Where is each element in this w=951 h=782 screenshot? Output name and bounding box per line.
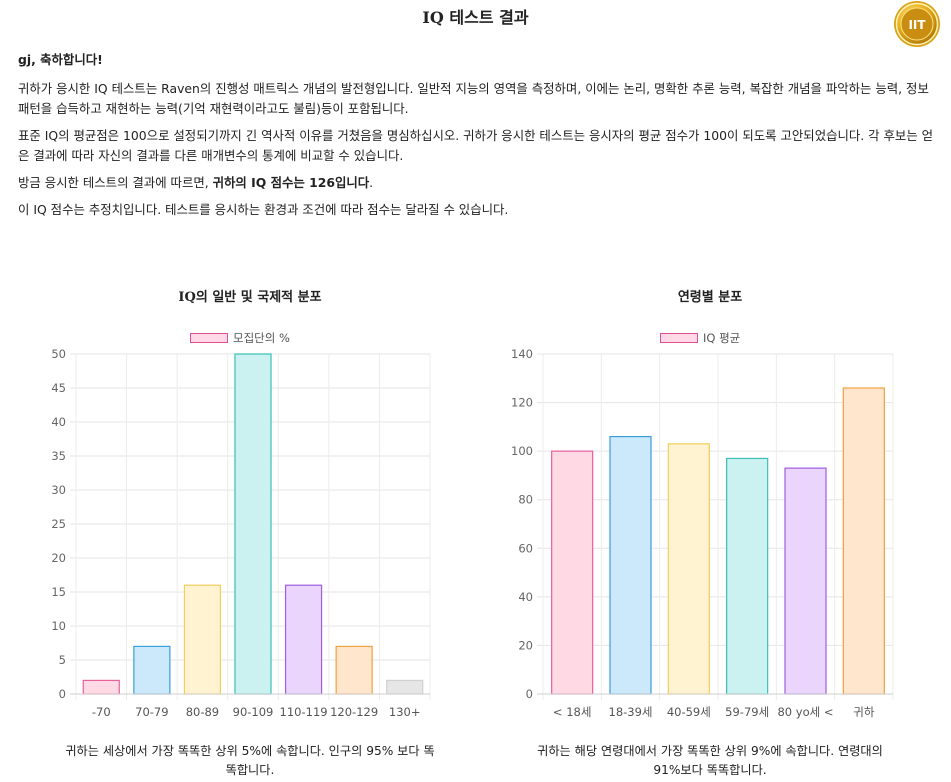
y-tick-label: 35: [51, 449, 66, 463]
result-text: gj, 축하합니다! 귀하가 응시한 IQ 테스트는 Raven의 진행성 매트…: [18, 50, 938, 227]
x-tick-label: -70: [92, 705, 111, 719]
y-tick-label: 0: [59, 687, 66, 701]
x-tick-label: 59-79세: [725, 705, 769, 719]
x-tick-label: 18-39세: [609, 705, 653, 719]
iit-badge-icon: IIT: [894, 1, 940, 47]
bar-90-109: [234, 353, 272, 695]
y-tick-label: 0: [526, 687, 533, 701]
age-caption: 귀하는 해당 연령대에서 가장 똑똑한 상위 9%에 속합니다. 연령대의 91…: [537, 744, 883, 777]
y-tick-label: 140: [511, 347, 533, 361]
bar-80 yo세 <: [784, 467, 827, 695]
intro-paragraph-2: 표준 IQ의 평균점은 100으로 설정되기까지 긴 역사적 이유를 거쳤음을 …: [18, 128, 934, 163]
distribution-chart: 0 5 10 15 20 25 30 35 40 45 50 -70 70-79 80-89 90-109 1…: [51, 347, 431, 719]
y-tick-label: 120: [511, 396, 533, 410]
intro-paragraph-1: 귀하가 응시한 IQ 테스트는 Raven의 진행성 매트릭스 개념의 발전형입…: [18, 81, 929, 116]
score-value: 귀하의 IQ 점수는 126입니다: [212, 175, 370, 190]
score-prefix: 방금 응시한 테스트의 결과에 따르면,: [18, 175, 213, 190]
legend-swatch: [660, 333, 698, 343]
y-tick-label: 40: [518, 590, 533, 604]
x-tick-label: 90-109: [233, 705, 274, 719]
y-tick-label: 20: [518, 638, 533, 652]
x-tick-label: < 18세: [553, 705, 592, 719]
y-tick-label: 20: [51, 551, 66, 565]
bar-70-79: [133, 645, 171, 695]
bar-< 18세: [551, 450, 594, 695]
age-chart: 0 20 40 60 80 100 120 140 < 18세 18-39세 40-59세 59-79…: [511, 347, 894, 719]
distribution-caption: 귀하는 세상에서 가장 똑똑한 상위 5%에 속합니다. 인구의 95% 보다 …: [65, 744, 435, 777]
legend-label: IQ 평균: [703, 331, 741, 345]
distribution-chart-legend[interactable]: 모집단의 %: [190, 330, 290, 346]
x-tick-label: 40-59세: [667, 705, 711, 719]
age-chart-legend[interactable]: IQ 평균: [660, 330, 740, 346]
legend-label: 모집단의 %: [233, 331, 290, 345]
y-tick-label: 10: [51, 619, 66, 633]
bar-59-79세: [726, 457, 769, 695]
age-chart-title: 연령별 분포: [677, 290, 743, 305]
y-tick-label: 60: [518, 541, 533, 555]
score-suffix: .: [369, 175, 374, 190]
bar-귀하: [842, 387, 885, 695]
badge-text: IIT: [908, 18, 926, 32]
y-tick-label: 25: [51, 517, 66, 531]
x-tick-label: 귀하: [853, 705, 875, 719]
distribution-chart-title: IQ의 일반 및 국제적 분포: [178, 290, 322, 305]
bar-18-39세: [609, 435, 652, 695]
score-paragraph: 방금 응시한 테스트의 결과에 따르면, 귀하의 IQ 점수는 126입니다.: [18, 173, 938, 193]
y-tick-label: 45: [51, 381, 66, 395]
y-tick-label: 5: [59, 653, 66, 667]
bar--70: [82, 679, 120, 695]
x-tick-label: 130+: [389, 705, 421, 719]
y-tick-label: 50: [51, 347, 66, 361]
bar-80-89: [183, 584, 222, 695]
x-tick-label: 80 yo세 <: [777, 705, 833, 719]
bar-40-59세: [667, 443, 710, 695]
bar-130+: [386, 679, 424, 695]
bar-120-129: [335, 645, 373, 695]
y-tick-label: 80: [518, 493, 533, 507]
x-tick-label: 110-119: [280, 705, 328, 719]
greeting: gj, 축하합니다!: [18, 52, 103, 67]
x-tick-label: 80-89: [186, 705, 219, 719]
y-tick-label: 100: [511, 444, 533, 458]
y-tick-label: 40: [51, 415, 66, 429]
y-tick-label: 15: [51, 585, 66, 599]
disclaimer-paragraph: 이 IQ 점수는 추정치입니다. 테스트를 응시하는 환경과 조건에 따라 점수…: [18, 202, 509, 217]
x-tick-label: 120-129: [330, 705, 378, 719]
bar-110-119: [284, 584, 323, 695]
page-title: IQ 테스트 결과: [422, 8, 529, 27]
legend-swatch: [190, 333, 228, 343]
y-tick-label: 30: [51, 483, 66, 497]
x-tick-label: 70-79: [135, 705, 168, 719]
